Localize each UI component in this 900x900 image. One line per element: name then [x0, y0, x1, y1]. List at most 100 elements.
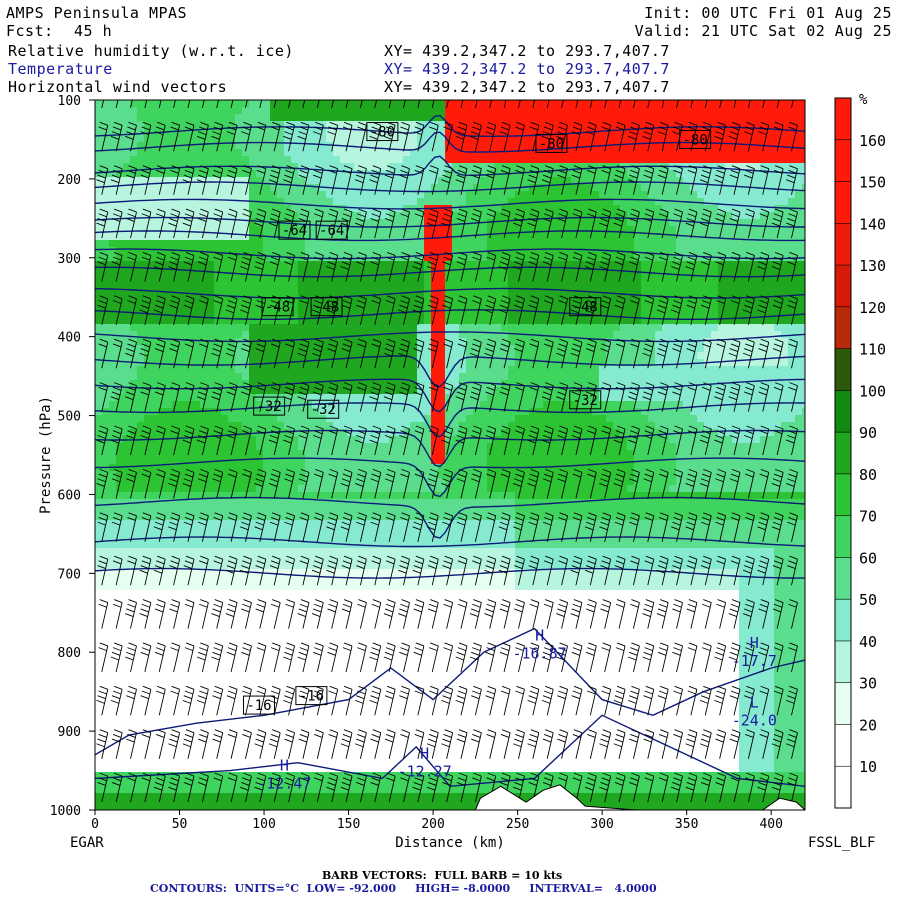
humidity-cell: [214, 310, 222, 318]
humidity-cell: [165, 226, 173, 234]
humidity-cell: [753, 156, 761, 164]
humidity-cell: [550, 184, 558, 192]
humidity-cell: [256, 177, 264, 185]
humidity-cell: [221, 135, 229, 143]
humidity-cell: [459, 177, 467, 185]
humidity-cell: [613, 289, 621, 297]
humidity-cell: [424, 345, 432, 353]
humidity-cell: [620, 415, 628, 423]
humidity-cell: [431, 198, 439, 206]
humidity-cell: [627, 352, 635, 360]
humidity-cell: [641, 184, 649, 192]
humidity-cell: [326, 205, 334, 213]
humidity-cell: [165, 373, 173, 381]
humidity-cell: [214, 261, 222, 269]
humidity-cell: [200, 156, 208, 164]
humidity-cell: [333, 226, 341, 234]
humidity-cell: [529, 128, 537, 136]
humidity-cell: [669, 429, 677, 437]
humidity-cell: [312, 275, 320, 283]
humidity-cell: [424, 240, 432, 248]
humidity-cell: [627, 107, 635, 115]
humidity-cell: [375, 289, 383, 297]
humidity-cell: [165, 394, 173, 402]
humidity-cell: [382, 324, 390, 332]
humidity-cell: [480, 394, 488, 402]
humidity-cell: [459, 275, 467, 283]
humidity-cell: [760, 247, 768, 255]
humidity-cell: [144, 142, 152, 150]
humidity-cell: [368, 345, 376, 353]
humidity-cell: [599, 233, 607, 241]
humidity-cell: [606, 226, 614, 234]
humidity-cell: [466, 254, 474, 262]
humidity-cell: [466, 142, 474, 150]
humidity-cell: [249, 100, 257, 108]
humidity-cell: [585, 261, 593, 269]
humidity-cell: [137, 247, 145, 255]
humidity-cell: [186, 296, 194, 304]
humidity-cell: [585, 247, 593, 255]
humidity-cell: [452, 296, 460, 304]
humidity-cell: [669, 289, 677, 297]
humidity-cell: [277, 261, 285, 269]
humidity-cell: [151, 107, 159, 115]
humidity-cell: [725, 184, 733, 192]
humidity-cell: [578, 289, 586, 297]
humidity-cell: [578, 359, 586, 367]
humidity-cell: [508, 366, 516, 374]
humidity-cell: [494, 107, 502, 115]
forecast-label: Fcst:: [6, 22, 54, 40]
humidity-cell: [95, 191, 103, 199]
humidity-cell: [277, 142, 285, 150]
humidity-cell: [690, 240, 698, 248]
humidity-cell: [760, 324, 768, 332]
humidity-cell: [522, 226, 530, 234]
humidity-cell: [438, 240, 446, 248]
humidity-cell: [368, 317, 376, 325]
humidity-cell: [592, 324, 600, 332]
humidity-cell: [410, 254, 418, 262]
humidity-cell: [795, 142, 803, 150]
humidity-cell: [788, 401, 796, 409]
humidity-cell: [802, 261, 805, 269]
humidity-cell: [165, 317, 173, 325]
humidity-cell: [95, 296, 103, 304]
humidity-cell: [746, 191, 754, 199]
humidity-cell: [648, 254, 656, 262]
humidity-cell: [305, 142, 313, 150]
humidity-cell: [417, 233, 425, 241]
humidity-cell: [536, 128, 544, 136]
humidity-cell: [669, 373, 677, 381]
humidity-cell: [193, 128, 201, 136]
humidity-cell: [522, 149, 530, 157]
humidity-cell: [151, 401, 159, 409]
humidity-cell: [592, 373, 600, 381]
humidity-cell: [753, 212, 761, 220]
humidity-cell: [291, 408, 299, 416]
humidity-cell: [753, 282, 761, 290]
humidity-cell: [186, 394, 194, 402]
humidity-cell: [256, 422, 264, 430]
humidity-cell: [683, 324, 691, 332]
humidity-cell: [368, 359, 376, 367]
humidity-cell: [613, 100, 621, 108]
humidity-cell: [109, 247, 117, 255]
humidity-cell: [634, 205, 642, 213]
humidity-cell: [235, 156, 243, 164]
humidity-cell: [312, 135, 320, 143]
humidity-cell: [739, 184, 747, 192]
humidity-cell: [116, 191, 124, 199]
humidity-cell: [760, 156, 768, 164]
humidity-cell: [165, 422, 173, 430]
humidity-cell: [109, 142, 117, 150]
humidity-cell: [109, 212, 117, 220]
humidity-cell: [725, 128, 733, 136]
humidity-cell: [326, 268, 334, 276]
humidity-cell: [627, 212, 635, 220]
humidity-cell: [438, 282, 446, 290]
humidity-cell: [116, 142, 124, 150]
humidity-cell: [571, 247, 579, 255]
humidity-cell: [711, 289, 719, 297]
humidity-cell: [487, 121, 495, 129]
